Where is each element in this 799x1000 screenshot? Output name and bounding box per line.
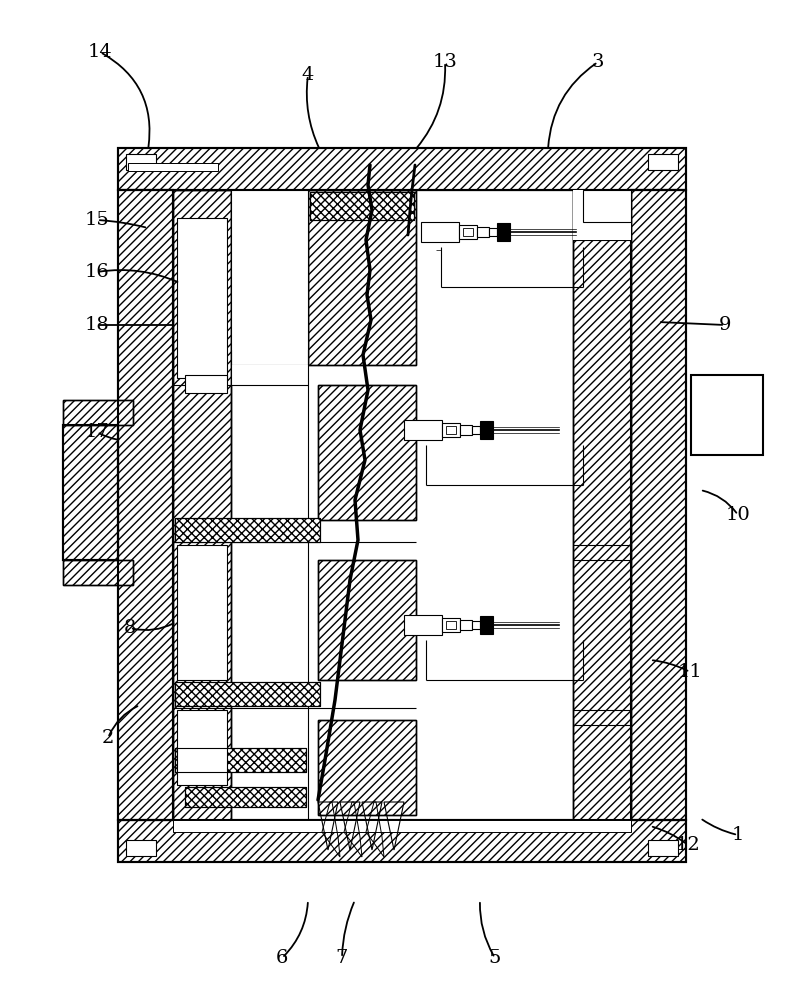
Bar	[446, 621, 456, 629]
Bar	[128, 163, 218, 171]
Bar	[118, 190, 173, 820]
Text: 6: 6	[276, 949, 288, 967]
Bar	[175, 748, 306, 772]
Bar	[648, 154, 678, 170]
Bar	[631, 190, 686, 820]
Bar	[173, 820, 631, 832]
Bar	[63, 560, 133, 585]
Bar	[497, 223, 510, 241]
Bar	[421, 222, 459, 242]
Bar	[175, 682, 320, 706]
Bar	[118, 148, 686, 190]
Bar	[631, 190, 686, 820]
Bar	[175, 518, 320, 542]
Bar	[177, 545, 227, 680]
Bar	[691, 375, 763, 455]
Bar	[231, 365, 308, 385]
Bar	[318, 720, 416, 815]
Bar	[318, 560, 416, 680]
Text: 9: 9	[719, 316, 731, 334]
Text: 13: 13	[432, 53, 458, 71]
Bar	[63, 560, 133, 585]
Bar	[185, 375, 227, 393]
Bar	[460, 620, 472, 630]
Bar	[308, 190, 416, 365]
Text: 17: 17	[85, 423, 109, 441]
Bar	[185, 787, 306, 807]
Bar	[126, 154, 156, 170]
Bar	[310, 192, 414, 220]
Bar	[472, 621, 480, 629]
Bar	[63, 425, 118, 560]
Bar	[404, 615, 442, 635]
Text: 3: 3	[592, 53, 604, 71]
Bar	[175, 748, 306, 772]
Bar	[318, 560, 416, 680]
Bar	[173, 190, 231, 820]
Bar	[459, 225, 477, 239]
Bar	[583, 190, 631, 222]
Bar	[573, 190, 631, 820]
Bar	[480, 421, 493, 439]
Text: 2: 2	[101, 729, 114, 747]
Text: 10: 10	[725, 506, 750, 524]
Bar	[175, 682, 320, 706]
Text: 7: 7	[336, 949, 348, 967]
Text: 4: 4	[302, 66, 314, 84]
Bar	[318, 385, 416, 520]
Text: 12: 12	[676, 836, 701, 854]
Bar	[126, 840, 156, 856]
Bar	[118, 820, 686, 862]
Bar	[310, 192, 414, 220]
Bar	[442, 423, 460, 437]
Bar	[118, 148, 686, 190]
Text: 1: 1	[732, 826, 744, 844]
Bar	[118, 190, 173, 820]
Bar	[442, 618, 460, 632]
Bar	[177, 218, 227, 378]
Bar	[308, 190, 416, 365]
Bar	[477, 227, 489, 237]
Text: 11: 11	[678, 663, 702, 681]
Bar	[118, 820, 686, 862]
Bar	[472, 426, 480, 434]
Bar	[185, 787, 306, 807]
Bar	[318, 720, 416, 815]
Text: 8: 8	[124, 619, 136, 637]
Bar	[177, 710, 227, 785]
Bar	[175, 518, 320, 542]
Bar	[404, 420, 442, 440]
Text: 18: 18	[85, 316, 109, 334]
Bar	[489, 228, 497, 236]
Bar	[63, 425, 118, 560]
Bar	[648, 840, 678, 856]
Text: 5: 5	[489, 949, 501, 967]
Text: 15: 15	[85, 211, 109, 229]
Text: 14: 14	[88, 43, 113, 61]
Bar	[318, 385, 416, 520]
Bar	[63, 400, 133, 425]
Bar	[173, 190, 231, 820]
Bar	[573, 190, 631, 820]
Bar	[460, 425, 472, 435]
Bar	[463, 228, 473, 236]
Bar	[231, 190, 308, 350]
Bar	[573, 190, 631, 240]
Bar	[446, 426, 456, 434]
Bar	[231, 190, 308, 365]
Bar	[63, 400, 133, 425]
Text: 16: 16	[85, 263, 109, 281]
Bar	[480, 616, 493, 634]
